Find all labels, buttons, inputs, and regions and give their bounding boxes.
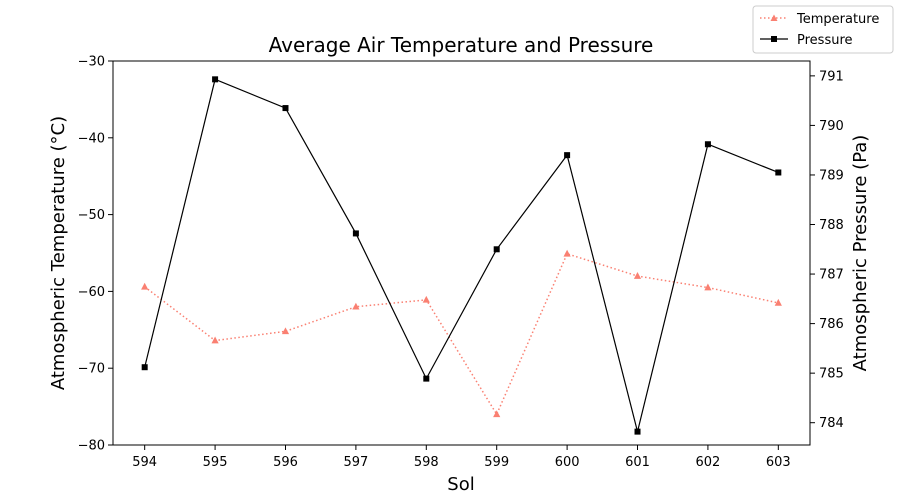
temperature-point bbox=[774, 298, 782, 306]
left-y-tick-label: −60 bbox=[78, 285, 105, 300]
x-tick-label: 601 bbox=[625, 455, 650, 470]
pressure-point bbox=[352, 230, 359, 237]
pressure-series bbox=[141, 76, 782, 435]
right-y-tick-label: 791 bbox=[819, 69, 844, 84]
temperature-point bbox=[281, 327, 290, 335]
x-tick-label: 598 bbox=[414, 455, 439, 470]
x-tick-label: 596 bbox=[273, 455, 298, 470]
right-y-tick-label: 786 bbox=[819, 317, 844, 332]
x-tick-label: 600 bbox=[555, 455, 580, 470]
right-y-tick-label: 784 bbox=[819, 416, 844, 431]
legend-pressure-marker bbox=[771, 36, 777, 42]
pressure-line bbox=[144, 78, 779, 432]
chart-title: Average Air Temperature and Pressure bbox=[269, 33, 654, 57]
legend-temperature-marker bbox=[770, 14, 778, 21]
pressure-point bbox=[493, 246, 500, 253]
legend: Temperature Pressure bbox=[752, 5, 894, 54]
right-y-axis-ticks: 784 785 786 787 788 789 790 791 bbox=[810, 69, 844, 431]
left-y-axis-ticks: −80 −70 −60 −50 −40 −30 bbox=[78, 55, 113, 454]
pressure-point bbox=[212, 76, 219, 83]
temperature-point bbox=[352, 302, 360, 310]
left-y-tick-label: −30 bbox=[78, 55, 105, 70]
pressure-point bbox=[141, 364, 148, 371]
pressure-point bbox=[564, 152, 571, 159]
temperature-point bbox=[493, 410, 501, 418]
pressure-point bbox=[775, 169, 782, 176]
temperature-line bbox=[144, 252, 779, 416]
right-y-tick-label: 789 bbox=[819, 168, 844, 183]
x-tick-label: 594 bbox=[132, 455, 157, 470]
temperature-point bbox=[704, 283, 712, 291]
temperature-point bbox=[422, 295, 430, 303]
pressure-point bbox=[282, 105, 289, 112]
x-tick-label: 602 bbox=[696, 455, 721, 470]
x-tick-label: 597 bbox=[343, 455, 368, 470]
x-tick-label: 595 bbox=[203, 455, 228, 470]
right-y-tick-label: 788 bbox=[819, 218, 844, 233]
legend-temperature-label: Temperature bbox=[796, 12, 879, 27]
left-y-tick-label: −40 bbox=[78, 131, 105, 146]
left-y-tick-label: −70 bbox=[78, 362, 105, 377]
pressure-point bbox=[634, 428, 641, 435]
plot-area bbox=[112, 60, 811, 446]
x-axis-label: Sol bbox=[447, 474, 474, 495]
legend-box bbox=[752, 5, 894, 54]
x-tick-label: 603 bbox=[766, 455, 791, 470]
left-y-axis-label: Atmospheric Temperature (°C) bbox=[48, 116, 69, 390]
x-axis-ticks: 594 595 596 597 598 599 600 601 602 603 bbox=[132, 445, 791, 470]
pressure-point bbox=[423, 375, 430, 382]
temperature-point bbox=[211, 336, 219, 344]
right-y-axis-label: Atmospheric Pressure (Pa) bbox=[850, 135, 871, 372]
left-y-tick-label: −50 bbox=[78, 208, 105, 223]
pressure-point bbox=[704, 141, 711, 148]
right-y-tick-label: 785 bbox=[819, 367, 844, 382]
temperature-point bbox=[141, 282, 149, 290]
left-y-tick-label: −80 bbox=[78, 439, 105, 454]
right-y-tick-label: 790 bbox=[819, 119, 844, 134]
legend-pressure-label: Pressure bbox=[797, 33, 853, 48]
temperature-series bbox=[141, 249, 782, 418]
temperature-point bbox=[563, 249, 571, 257]
x-tick-label: 599 bbox=[484, 455, 509, 470]
right-y-tick-label: 787 bbox=[819, 268, 844, 283]
temperature-point bbox=[633, 272, 642, 279]
